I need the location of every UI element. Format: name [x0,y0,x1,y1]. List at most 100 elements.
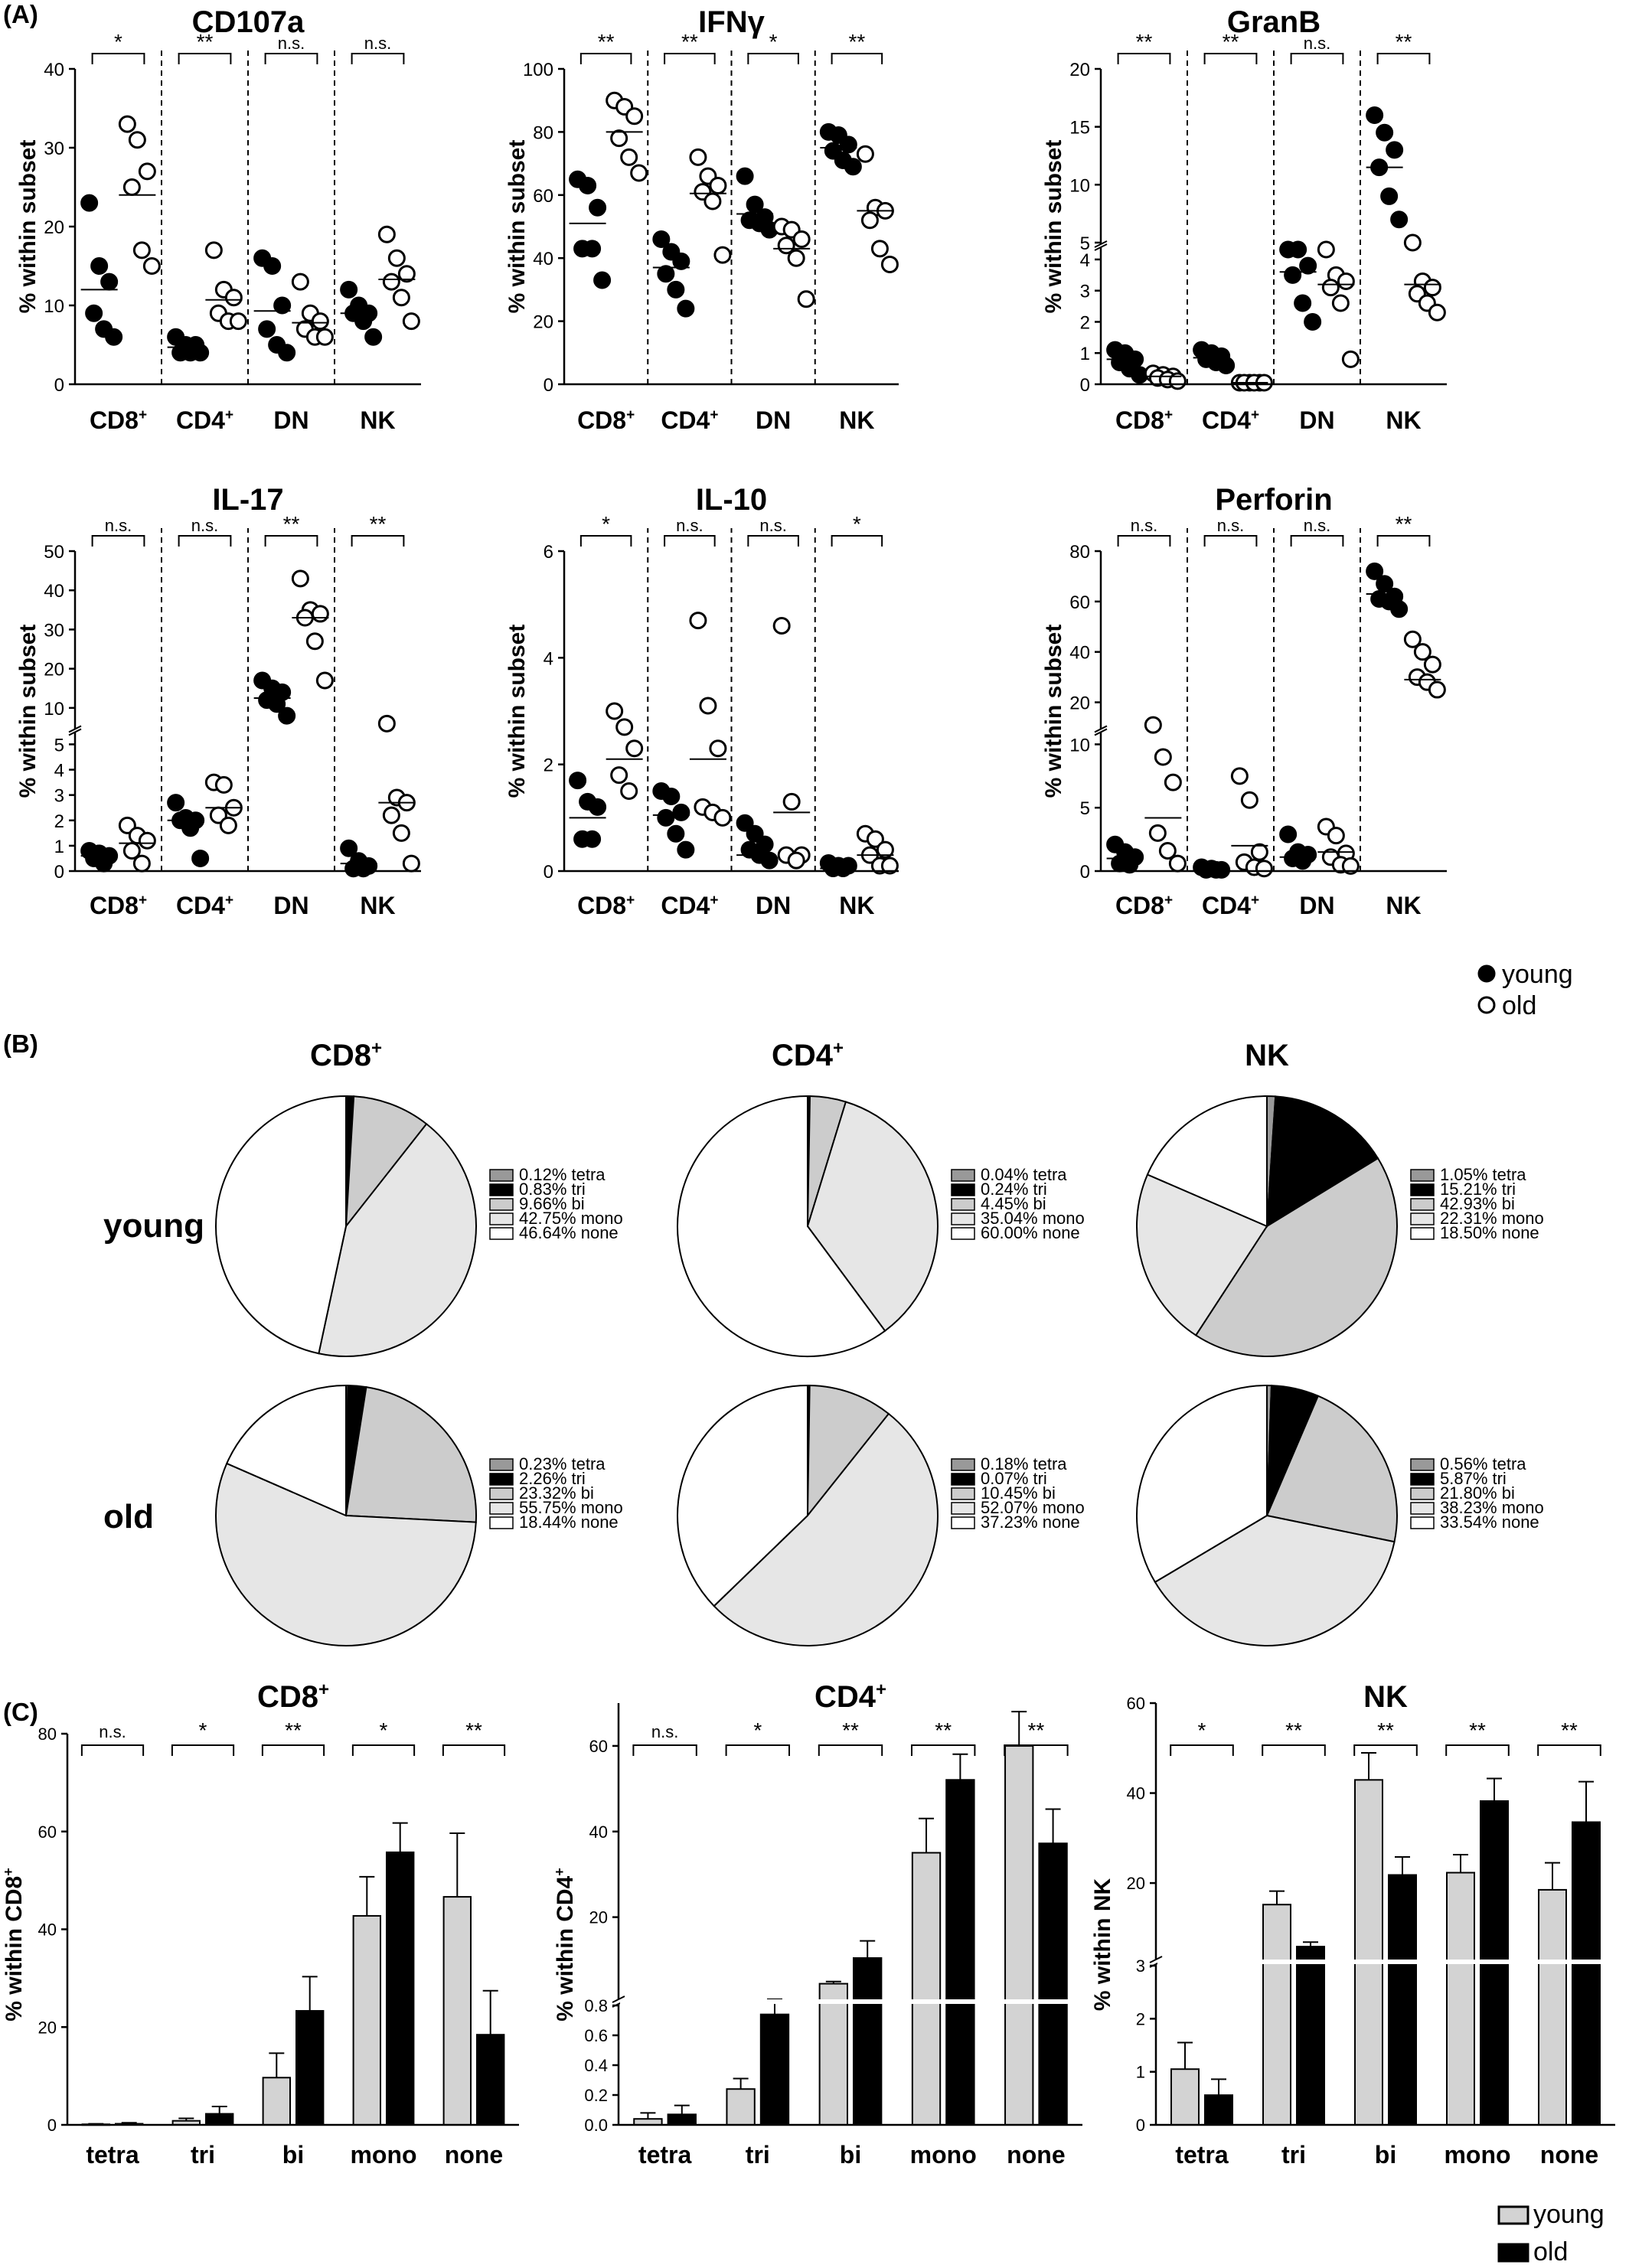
significance-label: n.s. [364,34,391,53]
significance-bracket [351,535,405,547]
pie-legend-label: 46.64% none [519,1223,619,1242]
significance-bracket [632,1744,697,1756]
significance-bracket [579,535,632,547]
y-tick-label: 100 [523,60,553,80]
significance-bracket [664,535,716,547]
data-point-old [204,241,223,259]
data-point-young [354,312,373,331]
significance-label: ** [1136,30,1153,54]
significance-label: n.s. [191,516,218,535]
y-tick-label: 40 [533,249,553,269]
category-label: bi [1375,2141,1396,2168]
pie-legend-swatch [951,1458,975,1471]
data-point-young [760,851,779,870]
data-point-old [713,808,732,827]
category-label: NK [360,406,395,434]
pie-legend-label: 35.04% mono [981,1209,1085,1228]
y-tick-label: 3 [1080,282,1090,302]
data-point-young [1386,141,1404,159]
pie-legend-swatch [1410,1473,1435,1486]
data-point-old [704,192,722,210]
significance-bracket [725,1744,791,1756]
data-point-old [1168,854,1187,873]
bar-old [945,1779,975,2126]
data-point-old [1230,767,1249,785]
significance-label: n.s. [105,516,132,535]
pie-slice-mono [318,1122,477,1357]
significance-label: ** [197,30,214,54]
significance-bracket [831,535,883,547]
significance-bracket [1262,1744,1326,1756]
category-label: CD4+ [661,892,718,919]
category-label: none [1540,2141,1598,2168]
significance-label: ** [1223,30,1239,54]
data-point-old [311,605,329,623]
data-point-old [772,617,791,635]
y-axis-label: % within CD4+ [552,1868,578,2022]
data-point-young [278,344,296,362]
chart-title: CD4+ [814,1679,886,1714]
data-point-young [652,230,671,248]
data-point-old [305,632,324,651]
data-point-old [1327,827,1345,845]
pie-slice-mono [806,1101,939,1333]
significance-bracket [1376,535,1431,547]
pie-legend-label: 52.07% mono [981,1498,1085,1517]
pie-legend-label: 0.83% tri [519,1180,586,1199]
scatter-chart-perforin: 0 5 10 20 40 60 80 Perforin % within subset CD8+ n… [1041,483,1447,919]
pie-legend-label: 42.75% mono [519,1209,623,1228]
y-tick-label: 10 [44,699,64,720]
bar-young [818,1982,849,2126]
data-point-old [713,246,732,264]
pie-legend-label: 0.12% tetra [519,1165,606,1184]
significance-bracket [1203,535,1258,547]
pie-legend-swatch [951,1169,975,1182]
data-point-young [589,798,607,816]
data-point-young [1289,240,1307,259]
bar-chart-nk: 0 1 2 3 20 40 60 NK % within NK tetra * tri ** bi ** mo… [1090,1680,1615,2168]
data-point-young [181,819,200,837]
scatter-chart-ifn-: 0 20 40 60 80 100 IFNγ % within subset CD8+ ** CD4… [504,5,899,434]
significance-label: ** [848,30,865,54]
significance-bracket [1290,53,1344,64]
bar-old [853,1957,883,2126]
y-axis-label: % within subset [1041,625,1066,798]
y-tick-label: 60 [38,1823,57,1842]
data-point-old [689,148,707,166]
bar-young [1446,1872,1475,2126]
data-point-young [589,198,607,217]
pie-slice-bi [806,1385,890,1518]
data-point-old [610,766,628,785]
axis-break-mark [1094,243,1108,251]
data-point-old [229,312,247,331]
pie-legend-swatch [1410,1458,1435,1471]
significance-label: ** [370,512,387,536]
y-tick-label: 3 [1136,1956,1145,1976]
legend-c: young old [1497,2200,1605,2266]
significance-bracket [1537,1744,1601,1756]
data-point-young [1279,825,1298,844]
y-tick-label: 20 [44,660,64,680]
pie-legend-swatch [951,1212,975,1225]
data-point-young [1217,357,1236,375]
data-point-old [1164,773,1182,791]
data-point-young [746,824,764,843]
data-point-young [1366,106,1384,125]
category-label: NK [839,892,874,919]
data-point-old [387,249,406,267]
bar-young [1354,1779,1383,2126]
y-axis-label: % within NK [1090,1878,1115,2012]
pie-legend-label: 4.45% bi [981,1194,1046,1213]
significance-bracket [178,53,232,64]
data-point-old [615,718,634,736]
y-tick-label: 2 [54,811,64,832]
significance-label: ** [285,1718,302,1742]
data-point-old [620,148,638,166]
pie-slice-none [677,1384,808,1607]
category-label: none [1007,2141,1065,2168]
category-label: bi [840,2141,861,2168]
data-point-old [138,162,156,181]
pie-legend-swatch [489,1487,514,1500]
category-label: CD8+ [90,406,147,434]
